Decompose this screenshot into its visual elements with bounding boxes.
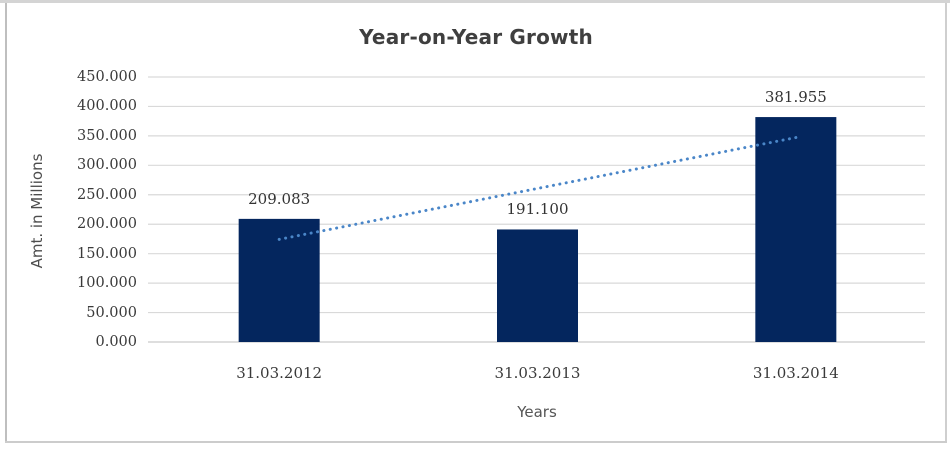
data-label: 209.083 [248,189,311,208]
y-axis-tick-label: 300.000 [77,157,137,174]
data-label: 381.955 [764,88,827,107]
y-axis-tick-label: 350.000 [77,127,137,144]
y-axis-title: Amt. in Millions [28,153,46,269]
y-axis-tick-label: 150.000 [77,245,137,262]
x-axis-tick-label: 31.03.2014 [752,364,839,382]
y-axis-tick-label: 400.000 [77,98,137,115]
chart-title: Year-on-Year Growth [359,25,593,49]
bar-31.03.2014 [755,117,837,342]
frame-border-top [0,0,950,3]
y-axis-tick-label: 100.000 [77,275,137,292]
y-axis-tick-label: 450.000 [77,69,137,85]
frame-border-bottom [5,441,947,443]
y-axis-tick-label: 250.000 [77,186,137,203]
x-axis-tick-label: 31.03.2013 [494,364,581,382]
frame-border-left [5,3,7,441]
bar-31.03.2012 [238,218,320,342]
x-axis-tick-label: 31.03.2012 [236,364,323,382]
bar-31.03.2013 [497,229,578,342]
data-label: 191.100 [506,200,569,219]
y-axis-tick-label: 50.000 [86,304,137,321]
y-axis-tick-label: 200.000 [77,216,137,233]
x-axis-title: Years [517,403,557,421]
frame-border-right [945,3,947,441]
y-axis-tick-label: 0.000 [95,334,137,350]
